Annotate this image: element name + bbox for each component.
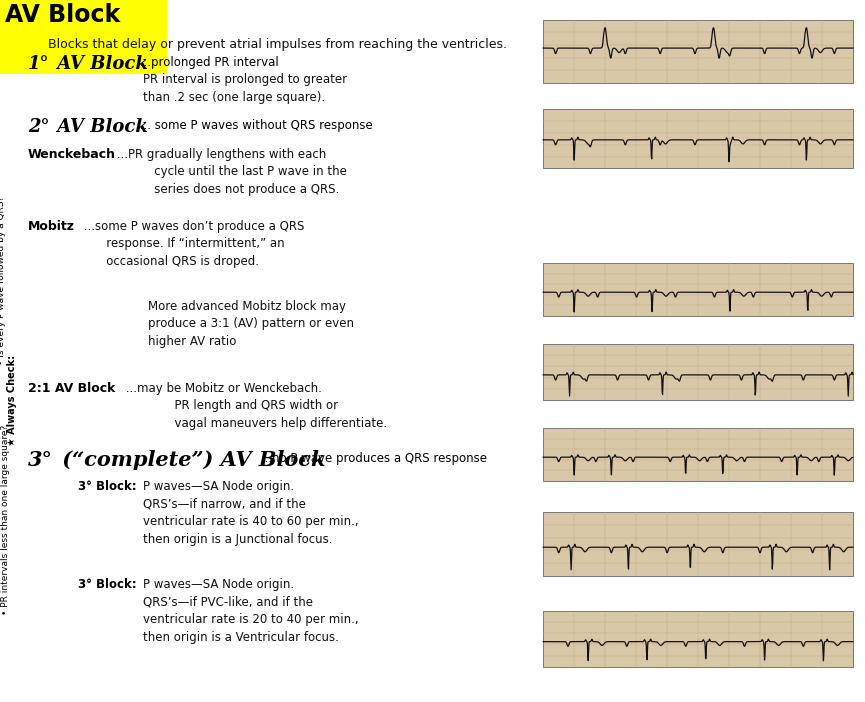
Text: P waves—SA Node origin.
QRS’s—if narrow, and if the
ventricular rate is 40 to 60: P waves—SA Node origin. QRS’s—if narrow,… — [143, 480, 359, 545]
Text: ...some P waves don’t produce a QRS
       response. If “intermittent,” an
     : ...some P waves don’t produce a QRS resp… — [80, 220, 304, 268]
Text: Mobitz: Mobitz — [28, 220, 75, 233]
Text: P waves—SA Node origin.
QRS’s—if PVC-like, and if the
ventricular rate is 20 to : P waves—SA Node origin. QRS’s—if PVC-lik… — [143, 578, 359, 644]
Text: 2:1 AV Block: 2:1 AV Block — [28, 382, 115, 395]
Text: ...PR gradually lengthens with each
           cycle until the last P wave in th: ...PR gradually lengthens with each cycl… — [113, 148, 347, 196]
Text: 2°: 2° — [28, 118, 49, 136]
Bar — [543, 263, 853, 316]
Text: AV Block: AV Block — [51, 118, 148, 136]
Text: ...may be Mobitz or Wenckebach.
              PR length and QRS width or
       : ...may be Mobitz or Wenckebach. PR lengt… — [122, 382, 388, 430]
Bar — [543, 344, 853, 400]
Text: Wenckebach: Wenckebach — [28, 148, 116, 161]
Bar — [543, 512, 853, 576]
Text: 1°: 1° — [28, 55, 49, 73]
Text: ...prolonged PR interval: ...prolonged PR interval — [136, 56, 279, 69]
Text: ★ Always Check:: ★ Always Check: — [7, 355, 17, 446]
Bar — [543, 428, 853, 481]
Text: • Is every P wave followed by a QRS?: • Is every P wave followed by a QRS? — [0, 195, 7, 364]
Text: AV Block: AV Block — [5, 3, 120, 27]
Text: 3°: 3° — [28, 450, 53, 470]
Text: (“complete”) AV Block: (“complete”) AV Block — [55, 450, 325, 470]
Text: AV Block: AV Block — [51, 55, 148, 73]
Bar — [543, 611, 853, 667]
Text: 3° Block:: 3° Block: — [78, 480, 137, 493]
Text: • PR intervals less than one large square?: • PR intervals less than one large squar… — [2, 425, 10, 615]
Text: ...no P wave produces a QRS response: ...no P wave produces a QRS response — [257, 452, 487, 465]
Bar — [543, 20, 853, 83]
Text: ... some P waves without QRS response: ... some P waves without QRS response — [136, 119, 373, 132]
Bar — [543, 109, 853, 168]
Text: 3° Block:: 3° Block: — [78, 578, 137, 591]
Text: Blocks that delay or prevent atrial impulses from reaching the ventricles.: Blocks that delay or prevent atrial impu… — [48, 38, 507, 51]
Text: PR interval is prolonged to greater
than .2 sec (one large square).: PR interval is prolonged to greater than… — [143, 73, 347, 104]
Text: More advanced Mobitz block may
produce a 3:1 (AV) pattern or even
higher AV rati: More advanced Mobitz block may produce a… — [148, 300, 354, 348]
